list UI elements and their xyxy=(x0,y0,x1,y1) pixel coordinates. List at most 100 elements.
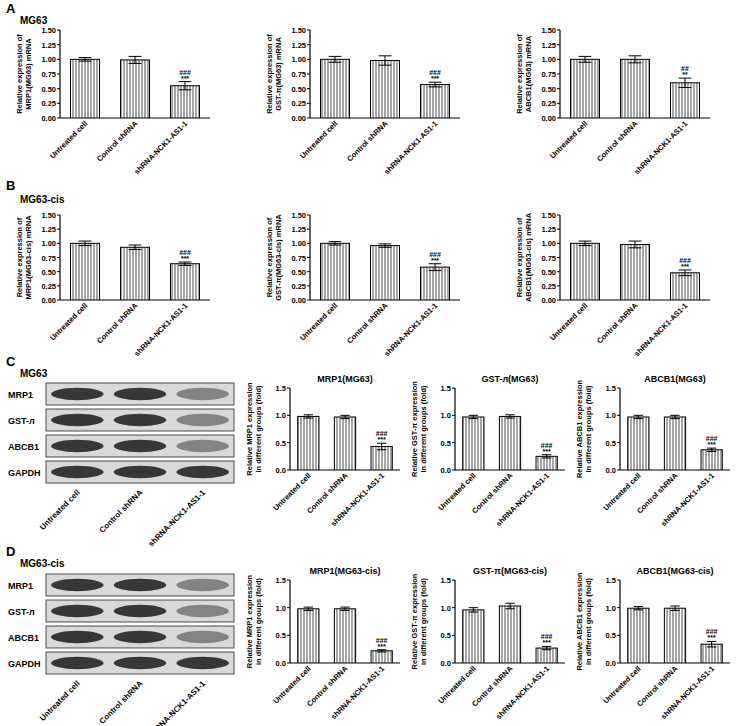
bar xyxy=(334,417,355,470)
y-axis-line xyxy=(454,580,455,663)
bar xyxy=(463,417,484,470)
y-tick xyxy=(617,635,620,636)
y-tick-label: 1.25 xyxy=(541,225,556,234)
y-tick xyxy=(287,635,290,636)
error-bar xyxy=(542,455,551,458)
error-stem xyxy=(585,56,586,62)
bars xyxy=(321,242,450,300)
error-cap xyxy=(340,607,349,608)
y-tick-label: 0.25 xyxy=(291,282,306,291)
y-axis-label: Relative expression of xyxy=(265,217,274,297)
error-stem xyxy=(385,56,386,65)
chart: GST-π(MG63-cis)Relative GST-π expression… xyxy=(410,566,565,721)
bar xyxy=(121,60,150,118)
y-tick xyxy=(57,215,60,216)
chart-title: GST-π(MG63-cis) xyxy=(473,566,547,576)
chart: ABCB1(MG63)Relative ABCB1 expressionin d… xyxy=(575,374,730,528)
y-axis-label: MRP1(MG63-cis) mRNA xyxy=(24,215,33,300)
bar xyxy=(621,244,650,300)
bar xyxy=(334,609,355,663)
significance-mark: *** xyxy=(431,257,439,264)
bar xyxy=(421,267,450,300)
y-tick xyxy=(617,470,620,471)
panel-label: B xyxy=(6,178,15,193)
y-tick xyxy=(617,442,620,443)
significance-mark: *** xyxy=(708,441,716,448)
error-stem xyxy=(585,241,586,246)
error-cap xyxy=(340,418,349,419)
y-axis-label: ABCB1(MG63-cis) mRNA xyxy=(524,212,533,302)
blot-strip xyxy=(46,600,234,622)
y-tick-label: 1.00 xyxy=(541,55,556,64)
error-cap xyxy=(579,245,592,246)
y-tick xyxy=(557,30,560,31)
chart: Relative expression ofMRP1(MG63) mRNA0.0… xyxy=(15,26,210,176)
y-tick-label: 1.0 xyxy=(606,604,616,613)
chart: MRP1(MG63-cis)Relative MRP1 expressionin… xyxy=(245,566,400,721)
y-tick-label: 0.5 xyxy=(441,631,451,640)
y-tick-label: 0.50 xyxy=(541,85,556,94)
figure: AMG63BMG63-cisCMG63MRP1GST-лABCB1GAPDHUn… xyxy=(0,0,753,726)
error-stem xyxy=(135,245,136,250)
y-tick-label: 0.75 xyxy=(541,70,556,79)
y-tick xyxy=(557,257,560,258)
significance-mark: *** xyxy=(543,639,551,646)
blot-band xyxy=(51,466,104,478)
chart: Relative expression ofGST-π(MG63-cis) mR… xyxy=(265,211,460,358)
error-bar xyxy=(634,415,643,418)
bar xyxy=(298,609,319,663)
y-tick-label: 0.50 xyxy=(291,85,306,94)
blot-band xyxy=(114,388,167,400)
y-tick xyxy=(307,74,310,75)
chart: MRP1(MG63)Relative MRP1 expressionin dif… xyxy=(245,374,400,528)
y-tick-label: 0.00 xyxy=(541,114,556,123)
error-bar xyxy=(707,641,716,647)
error-cap xyxy=(377,449,386,450)
blot-band xyxy=(51,605,104,617)
y-axis-label: in different groups (fold) xyxy=(419,577,428,665)
bars xyxy=(628,415,723,470)
bar xyxy=(536,648,557,663)
blot-strip xyxy=(46,626,234,648)
y-axis-label: Relative expression of xyxy=(15,34,24,114)
y-tick xyxy=(557,103,560,104)
error-bar xyxy=(707,448,716,451)
error-cap xyxy=(79,245,92,246)
blot-band xyxy=(51,440,104,452)
x-tick-label: shRNA-NCK1-AS1-1 xyxy=(494,471,551,528)
y-tick xyxy=(287,388,290,389)
x-tick-label: Control shRNA xyxy=(95,301,140,346)
bars xyxy=(298,607,393,663)
error-stem xyxy=(185,262,186,265)
error-stem xyxy=(335,56,336,62)
blot-strip xyxy=(46,435,234,457)
y-axis-label: Relative GST-π expression xyxy=(410,381,419,477)
error-stem xyxy=(685,270,686,276)
bars xyxy=(463,603,558,663)
bar xyxy=(371,651,392,663)
significance-mark: *** xyxy=(181,75,189,82)
y-tick-label: 1.0 xyxy=(276,604,286,613)
y-tick-label: 0.50 xyxy=(41,85,56,94)
bar xyxy=(171,86,200,118)
bar xyxy=(499,606,520,663)
blot-band xyxy=(114,579,167,591)
y-tick-label: 1.50 xyxy=(541,211,556,220)
error-cap xyxy=(505,414,514,415)
error-cap xyxy=(670,415,679,416)
error-cap xyxy=(304,607,313,608)
error-bar xyxy=(670,606,679,610)
blot-row-label: GST-л xyxy=(8,607,35,617)
error-bar xyxy=(679,78,692,87)
panel-label: A xyxy=(6,1,16,16)
error-bar xyxy=(429,264,442,271)
error-cap xyxy=(179,265,192,266)
y-tick-label: 0.0 xyxy=(441,659,451,668)
y-tick-label: 1.0 xyxy=(276,411,286,420)
y-tick-label: 0.5 xyxy=(276,439,286,448)
bar xyxy=(671,273,700,300)
blot-band xyxy=(114,657,167,669)
y-tick-label: 1.5 xyxy=(276,576,286,585)
y-tick-label: 0.25 xyxy=(541,99,556,108)
y-tick-label: 1.50 xyxy=(291,211,306,220)
